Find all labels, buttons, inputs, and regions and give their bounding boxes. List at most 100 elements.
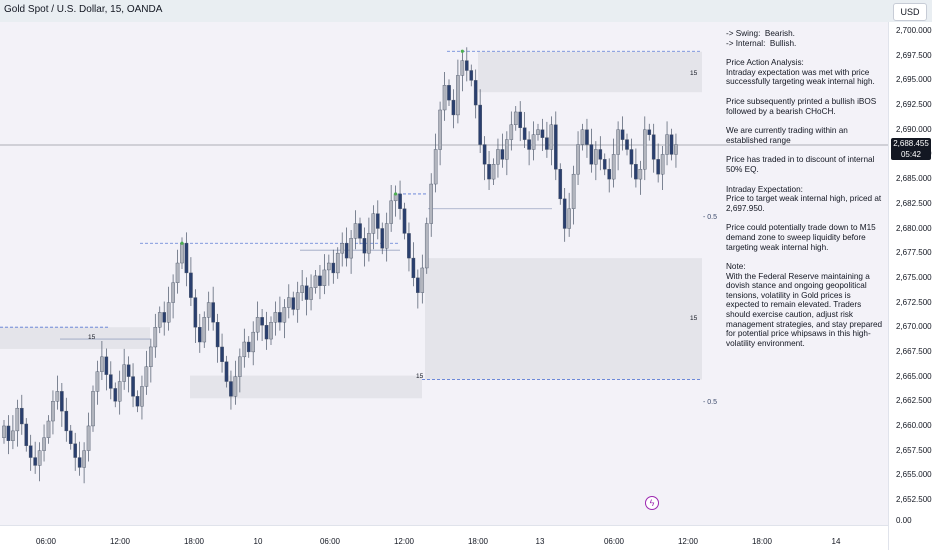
candle-bull: [86, 425, 91, 451]
candle-bear: [607, 169, 611, 180]
candle-bull: [389, 200, 393, 224]
candle-bull: [638, 169, 643, 180]
price-axis[interactable]: [888, 22, 932, 550]
candle-bull: [580, 129, 585, 145]
x-tick-label: 13: [535, 537, 545, 546]
candle-bull: [282, 307, 287, 323]
candle-bear: [482, 144, 487, 165]
candle-bull: [594, 149, 598, 165]
candle-bull: [531, 134, 536, 150]
candle-bear: [73, 443, 77, 458]
candle-bear: [211, 302, 215, 323]
candle-bull: [55, 391, 60, 402]
candle-bear: [184, 243, 189, 274]
candle-bull: [180, 243, 184, 264]
candle-bull: [643, 129, 647, 170]
swing-high-marker: [180, 241, 184, 245]
candle-bull: [255, 317, 260, 333]
candle-bull: [313, 275, 318, 288]
candle-bear: [545, 137, 549, 150]
zone-timeframe-label: 15: [690, 70, 698, 78]
bar-countdown: 05:42: [900, 149, 922, 159]
candle-bear: [451, 99, 456, 116]
candle-bull: [322, 269, 327, 286]
notes-line: Price to target weak internal high, pric…: [726, 194, 884, 213]
zone-timeframe-label: 15: [690, 315, 698, 323]
candle-bear: [500, 149, 505, 160]
candle-bear: [215, 322, 220, 348]
candle-bear: [629, 149, 634, 165]
candle-bear: [331, 262, 336, 274]
candle-bull: [144, 366, 149, 387]
notes-line: -> Internal: Bullish.: [726, 38, 797, 48]
candle-bull: [571, 173, 576, 209]
chart-header-bar: Gold Spot / U.S. Dollar, 15, OANDA USD: [0, 0, 932, 22]
time-axis[interactable]: [0, 525, 888, 551]
candle-bear: [68, 430, 73, 444]
candle-bull: [567, 208, 571, 229]
candle-bull: [46, 420, 51, 438]
x-tick-label: 14: [831, 537, 841, 546]
candle-bear: [193, 297, 198, 328]
candle-bull: [11, 430, 15, 441]
lightning-icon[interactable]: ϟ: [645, 496, 659, 510]
candle-bear: [589, 144, 594, 165]
y-tick-label: 2,672.500: [896, 297, 932, 307]
candle-bear: [135, 396, 140, 407]
y-tick-label: 2,652.500: [896, 495, 932, 505]
demand-zone-m15: [425, 258, 702, 380]
x-tick-label: 06:00: [603, 537, 625, 546]
x-tick-label: 18:00: [183, 537, 205, 546]
y-tick-label: 2,692.500: [896, 100, 932, 110]
candle-bear: [598, 149, 603, 160]
candle-bear: [554, 124, 558, 170]
candle-bear: [189, 272, 193, 298]
candle-bear: [562, 198, 567, 229]
x-tick-label: 10: [253, 537, 263, 546]
candle-bull: [175, 262, 180, 283]
candlestick-plot[interactable]: [0, 22, 888, 525]
notes-spacer: [726, 213, 886, 223]
candle-bull: [353, 223, 358, 239]
candle-bull: [460, 60, 465, 76]
analysis-notes: -> Swing: Bearish. -> Internal: Bullish. P…: [726, 29, 886, 348]
swing-high-marker: [394, 192, 398, 196]
candle-bull: [549, 124, 554, 150]
y-tick-label: 2,690.000: [896, 124, 932, 134]
x-tick-label: 06:00: [35, 537, 57, 546]
candle-bull: [505, 139, 509, 160]
candle-bear: [522, 127, 527, 140]
candle-bull: [611, 154, 616, 180]
candle-bull: [82, 450, 86, 468]
zone-timeframe-label: 15: [88, 334, 96, 342]
candle-bull: [438, 109, 442, 150]
x-tick-label: 18:00: [751, 537, 773, 546]
candle-bull: [42, 437, 46, 451]
notes-line: Note:: [726, 262, 746, 272]
candle-bear: [113, 388, 118, 402]
notes-line: We are currently trading within an estab…: [726, 126, 851, 145]
candle-bull: [349, 238, 353, 259]
candle-bull: [117, 381, 122, 402]
y-tick-label: 2,697.500: [896, 50, 932, 60]
candle-bull: [327, 262, 331, 271]
notes-spacer: [726, 116, 886, 126]
candle-bear: [602, 159, 607, 170]
candle-bear: [104, 356, 109, 375]
candle-bull: [95, 371, 100, 392]
y-tick-label: 2,682.500: [896, 198, 932, 208]
candle-bear: [620, 129, 625, 140]
candle-bull: [420, 267, 425, 293]
candle-bear: [344, 243, 349, 259]
candle-bear: [376, 213, 380, 229]
currency-button[interactable]: USD: [893, 3, 927, 21]
candle-bull: [295, 292, 300, 310]
candle-bull: [335, 252, 340, 274]
candle-bear: [656, 159, 660, 175]
candle-bear: [6, 425, 11, 441]
y-tick-label: 2,657.500: [896, 445, 932, 455]
candle-bull: [37, 450, 42, 466]
candle-bear: [540, 129, 545, 138]
candle-bear: [220, 346, 224, 362]
